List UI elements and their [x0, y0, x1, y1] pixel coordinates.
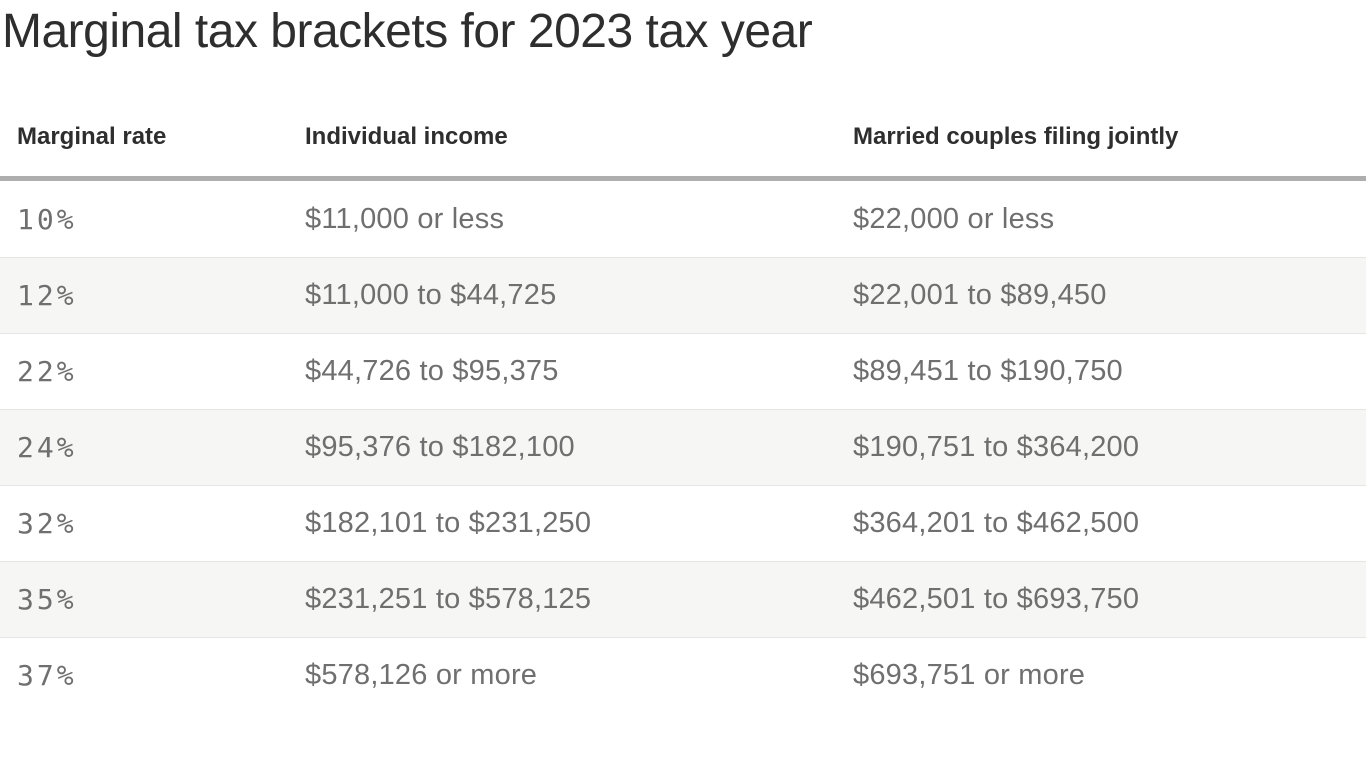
table-row: 35% $231,251 to $578,125 $462,501 to $69…: [0, 561, 1366, 637]
table-row: 24% $95,376 to $182,100 $190,751 to $364…: [0, 409, 1366, 485]
individual-income-cell: $95,376 to $182,100: [305, 431, 575, 463]
table-header-row: Marginal rate Individual income Married …: [0, 120, 1366, 154]
column-header-married-jointly: Married couples filing jointly: [853, 123, 1179, 150]
table-row: 37% $578,126 or more $693,751 or more: [0, 637, 1366, 713]
column-header-marginal-rate: Marginal rate: [17, 123, 167, 150]
individual-income-cell: $182,101 to $231,250: [305, 507, 592, 539]
married-income-cell: $22,001 to $89,450: [853, 279, 1107, 311]
rate-cell: 10%: [17, 202, 77, 236]
individual-income-cell: $11,000 to $44,725: [305, 279, 557, 311]
header-divider: [0, 176, 1366, 181]
individual-income-cell: $44,726 to $95,375: [305, 355, 559, 387]
married-income-cell: $693,751 or more: [853, 659, 1086, 691]
table-row: 12% $11,000 to $44,725 $22,001 to $89,45…: [0, 257, 1366, 333]
individual-income-cell: $11,000 or less: [305, 202, 505, 235]
page-title: Marginal tax brackets for 2023 tax year: [2, 5, 813, 58]
rate-cell: 37%: [17, 659, 77, 692]
rate-cell: 32%: [17, 507, 77, 540]
table-row: 32% $182,101 to $231,250 $364,201 to $46…: [0, 485, 1366, 561]
individual-income-cell: $578,126 or more: [305, 659, 538, 691]
married-income-cell: $190,751 to $364,200: [853, 431, 1140, 463]
married-income-cell: $89,451 to $190,750: [853, 355, 1123, 387]
rate-cell: 22%: [17, 355, 77, 388]
table-row: 10% $11,000 or less $22,000 or less: [0, 181, 1366, 257]
table-row: 22% $44,726 to $95,375 $89,451 to $190,7…: [0, 333, 1366, 409]
individual-income-cell: $231,251 to $578,125: [305, 583, 592, 615]
married-income-cell: $462,501 to $693,750: [853, 583, 1140, 615]
column-header-individual-income: Individual income: [305, 123, 508, 150]
rate-cell: 12%: [17, 279, 77, 312]
rate-cell: 24%: [17, 431, 77, 464]
married-income-cell: $364,201 to $462,500: [853, 507, 1140, 539]
married-income-cell: $22,000 or less: [853, 202, 1055, 235]
rate-cell: 35%: [17, 583, 77, 616]
table-body: 10% $11,000 or less $22,000 or less 12% …: [0, 181, 1366, 713]
